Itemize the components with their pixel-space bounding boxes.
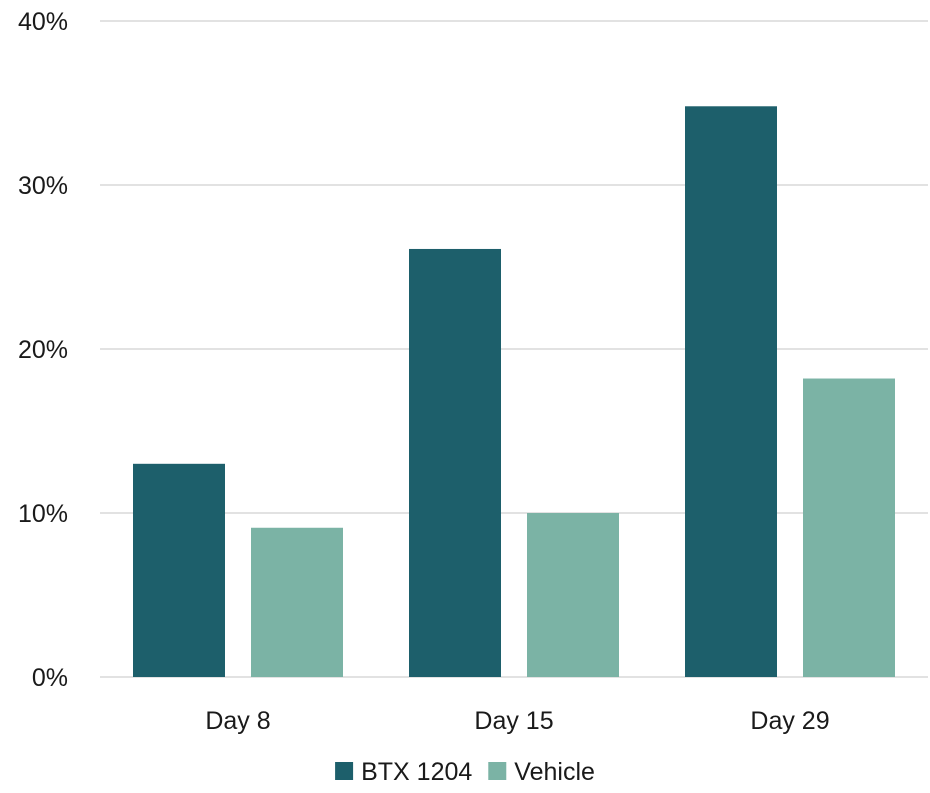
bar-vehicle-day-8 xyxy=(251,527,343,677)
gridlines xyxy=(100,20,928,678)
y-tick-label: 30% xyxy=(18,172,68,200)
y-tick-label: 20% xyxy=(18,336,68,364)
legend-label: BTX 1204 xyxy=(361,758,472,786)
legend-swatch xyxy=(488,762,507,780)
bar-btx-1204-day-15 xyxy=(409,248,501,677)
x-axis-ticks: Day 8 Day 15 Day 29 xyxy=(205,707,829,735)
legend-swatch xyxy=(335,762,354,780)
bar-btx-1204-day-8 xyxy=(133,463,225,677)
y-tick-label: 40% xyxy=(18,8,68,36)
bar-vehicle-day-29 xyxy=(803,378,895,677)
bar-btx-1204-day-29 xyxy=(685,106,777,677)
x-tick-label: Day 15 xyxy=(474,707,553,735)
bars xyxy=(133,106,895,677)
y-tick-label: 0% xyxy=(32,664,68,692)
bar-vehicle-day-15 xyxy=(527,513,619,677)
y-axis-ticks: 0% 10% 20% 30% 40% xyxy=(18,8,68,692)
x-tick-label: Day 8 xyxy=(205,707,270,735)
legend-label: Vehicle xyxy=(514,758,595,786)
y-tick-label: 10% xyxy=(18,500,68,528)
legend: BTX 1204 Vehicle xyxy=(335,758,595,786)
x-tick-label: Day 29 xyxy=(750,707,829,735)
